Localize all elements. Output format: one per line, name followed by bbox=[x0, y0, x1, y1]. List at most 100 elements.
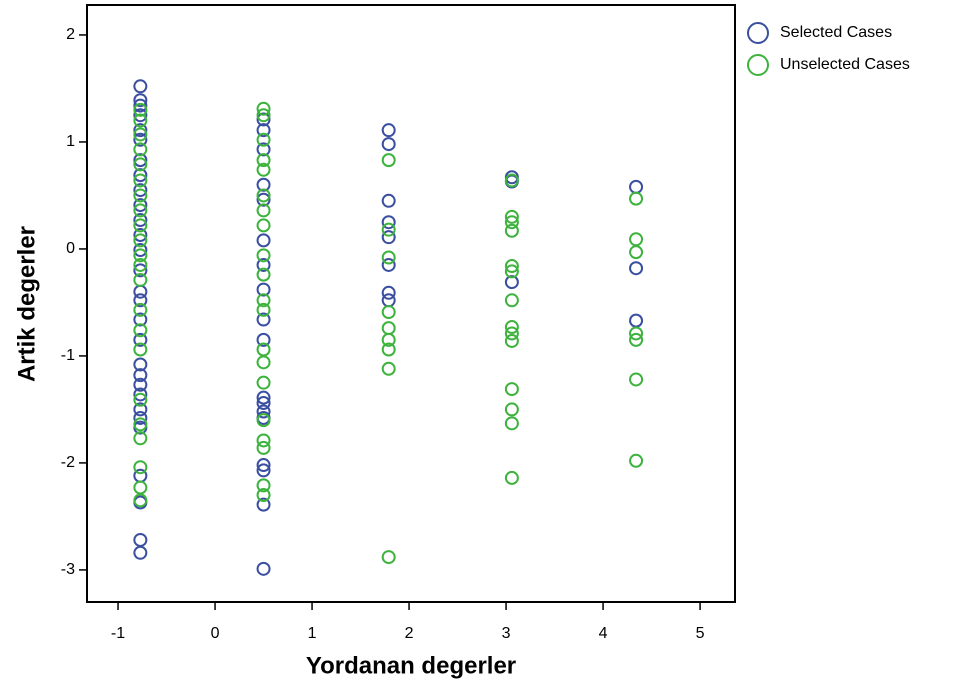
point bbox=[256, 312, 271, 327]
point bbox=[504, 326, 519, 341]
point bbox=[629, 332, 644, 347]
point bbox=[133, 392, 148, 407]
point bbox=[133, 532, 148, 547]
point bbox=[133, 332, 148, 347]
point bbox=[256, 101, 271, 116]
point bbox=[133, 93, 148, 108]
y-tick-label: 1 bbox=[66, 133, 75, 150]
point bbox=[256, 488, 271, 503]
point bbox=[504, 264, 519, 279]
point bbox=[504, 215, 519, 230]
point bbox=[256, 404, 271, 419]
point bbox=[256, 188, 271, 203]
point bbox=[629, 453, 644, 468]
point bbox=[133, 142, 148, 157]
point bbox=[256, 233, 271, 248]
point bbox=[504, 259, 519, 274]
point bbox=[133, 243, 148, 258]
point bbox=[256, 561, 271, 576]
point bbox=[133, 123, 148, 138]
point bbox=[381, 193, 396, 208]
point bbox=[381, 222, 396, 237]
point bbox=[256, 177, 271, 192]
point bbox=[256, 413, 271, 428]
point bbox=[629, 372, 644, 387]
point bbox=[381, 285, 396, 300]
point bbox=[256, 332, 271, 347]
point bbox=[133, 98, 148, 113]
point bbox=[133, 417, 148, 432]
point bbox=[256, 355, 271, 370]
point bbox=[133, 368, 148, 383]
point bbox=[381, 257, 396, 272]
point bbox=[133, 342, 148, 357]
x-tick-label: 0 bbox=[211, 625, 220, 642]
point bbox=[504, 470, 519, 485]
point bbox=[256, 123, 271, 138]
y-tick-label: -1 bbox=[61, 347, 75, 364]
point bbox=[629, 191, 644, 206]
point bbox=[381, 293, 396, 308]
point bbox=[256, 478, 271, 493]
point bbox=[256, 248, 271, 263]
point bbox=[256, 497, 271, 512]
point bbox=[133, 402, 148, 417]
point bbox=[133, 323, 148, 338]
point bbox=[381, 321, 396, 336]
point bbox=[256, 458, 271, 473]
point bbox=[256, 267, 271, 282]
point bbox=[381, 153, 396, 168]
point bbox=[256, 108, 271, 123]
point bbox=[381, 123, 396, 138]
point bbox=[133, 377, 148, 392]
point bbox=[133, 153, 148, 168]
point bbox=[381, 230, 396, 245]
point bbox=[133, 132, 148, 147]
legend-marker bbox=[747, 54, 769, 76]
point bbox=[256, 375, 271, 390]
point bbox=[381, 305, 396, 320]
point bbox=[256, 132, 271, 147]
point bbox=[629, 232, 644, 247]
point bbox=[629, 313, 644, 328]
point bbox=[133, 302, 148, 317]
point bbox=[629, 245, 644, 260]
x-tick-label: -1 bbox=[111, 625, 125, 642]
point bbox=[133, 79, 148, 94]
point bbox=[256, 112, 271, 127]
x-tick-label: 2 bbox=[405, 625, 414, 642]
point bbox=[381, 137, 396, 152]
point bbox=[381, 361, 396, 376]
point bbox=[133, 272, 148, 287]
point bbox=[504, 275, 519, 290]
point bbox=[133, 102, 148, 117]
point bbox=[133, 257, 148, 272]
point bbox=[133, 410, 148, 425]
point bbox=[256, 302, 271, 317]
point bbox=[133, 312, 148, 327]
point bbox=[256, 293, 271, 308]
point bbox=[256, 282, 271, 297]
point bbox=[133, 188, 148, 203]
point bbox=[133, 263, 148, 278]
point bbox=[133, 157, 148, 172]
legend-label: Selected Cases bbox=[780, 24, 892, 41]
point bbox=[504, 402, 519, 417]
y-tick-label: 0 bbox=[66, 240, 75, 257]
x-tick-label: 4 bbox=[599, 625, 608, 642]
y-tick-label: 2 bbox=[66, 26, 75, 43]
point bbox=[256, 142, 271, 157]
point bbox=[133, 203, 148, 218]
point bbox=[133, 293, 148, 308]
plot-frame bbox=[86, 4, 736, 603]
point bbox=[256, 203, 271, 218]
point bbox=[504, 416, 519, 431]
point bbox=[133, 357, 148, 372]
point bbox=[629, 261, 644, 276]
point bbox=[133, 173, 148, 188]
point bbox=[256, 390, 271, 405]
y-axis-label: Artik degerler bbox=[13, 226, 40, 382]
point bbox=[504, 223, 519, 238]
point bbox=[256, 218, 271, 233]
